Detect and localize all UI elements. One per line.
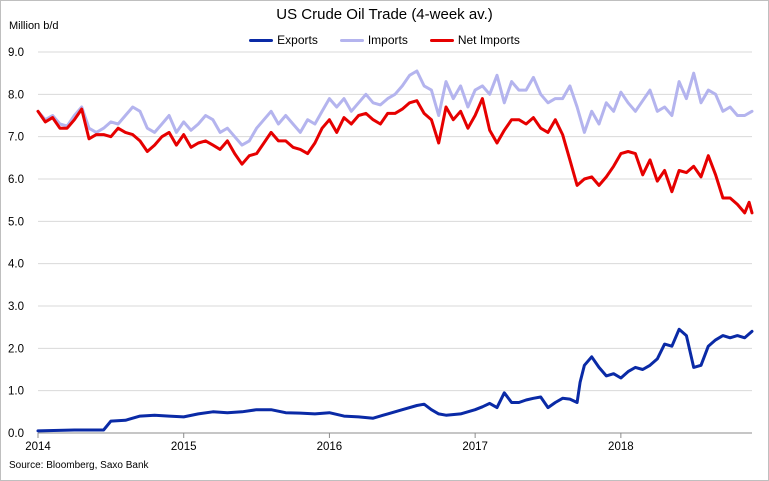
legend-label-imports: Imports <box>367 33 408 47</box>
y-tick-label: 5.0 <box>8 216 24 228</box>
x-tick-label: 2017 <box>462 441 488 453</box>
legend-label-exports: Exports <box>277 33 318 47</box>
x-tick-label: 2018 <box>608 441 634 453</box>
series-line-net-imports <box>36 97 754 215</box>
y-tick-label: 4.0 <box>8 259 24 271</box>
x-tick-label: 2015 <box>171 441 197 453</box>
y-tick-label: 1.0 <box>8 386 24 398</box>
series-line-exports <box>36 327 754 433</box>
x-tick-label: 2016 <box>317 441 343 453</box>
legend-swatch-net-imports <box>429 38 454 42</box>
x-tick-label: 2014 <box>25 441 51 453</box>
y-tick-label: 7.0 <box>8 132 24 144</box>
y-tick-label: 6.0 <box>8 174 24 186</box>
legend-item-exports: Exports <box>249 33 318 47</box>
y-tick-label: 3.0 <box>8 301 24 313</box>
source-note: Source: Bloomberg, Saxo Bank <box>9 460 149 471</box>
legend-item-imports: Imports <box>339 33 408 47</box>
y-tick-label: 8.0 <box>8 89 24 101</box>
y-tick-label: 9.0 <box>8 47 24 59</box>
legend-item-net-imports: Net Imports <box>429 33 520 47</box>
legend: Exports Imports Net Imports <box>0 33 769 47</box>
series-line-imports <box>36 69 754 147</box>
legend-label-net-imports: Net Imports <box>457 33 520 47</box>
chart-title: US Crude Oil Trade (4-week av.) <box>276 6 493 23</box>
y-tick-label: 2.0 <box>8 343 24 355</box>
y-tick-label: 0.0 <box>8 428 24 440</box>
legend-swatch-exports <box>249 38 274 42</box>
legend-swatch-imports <box>339 38 364 42</box>
y-axis-label: Million b/d <box>9 20 59 32</box>
